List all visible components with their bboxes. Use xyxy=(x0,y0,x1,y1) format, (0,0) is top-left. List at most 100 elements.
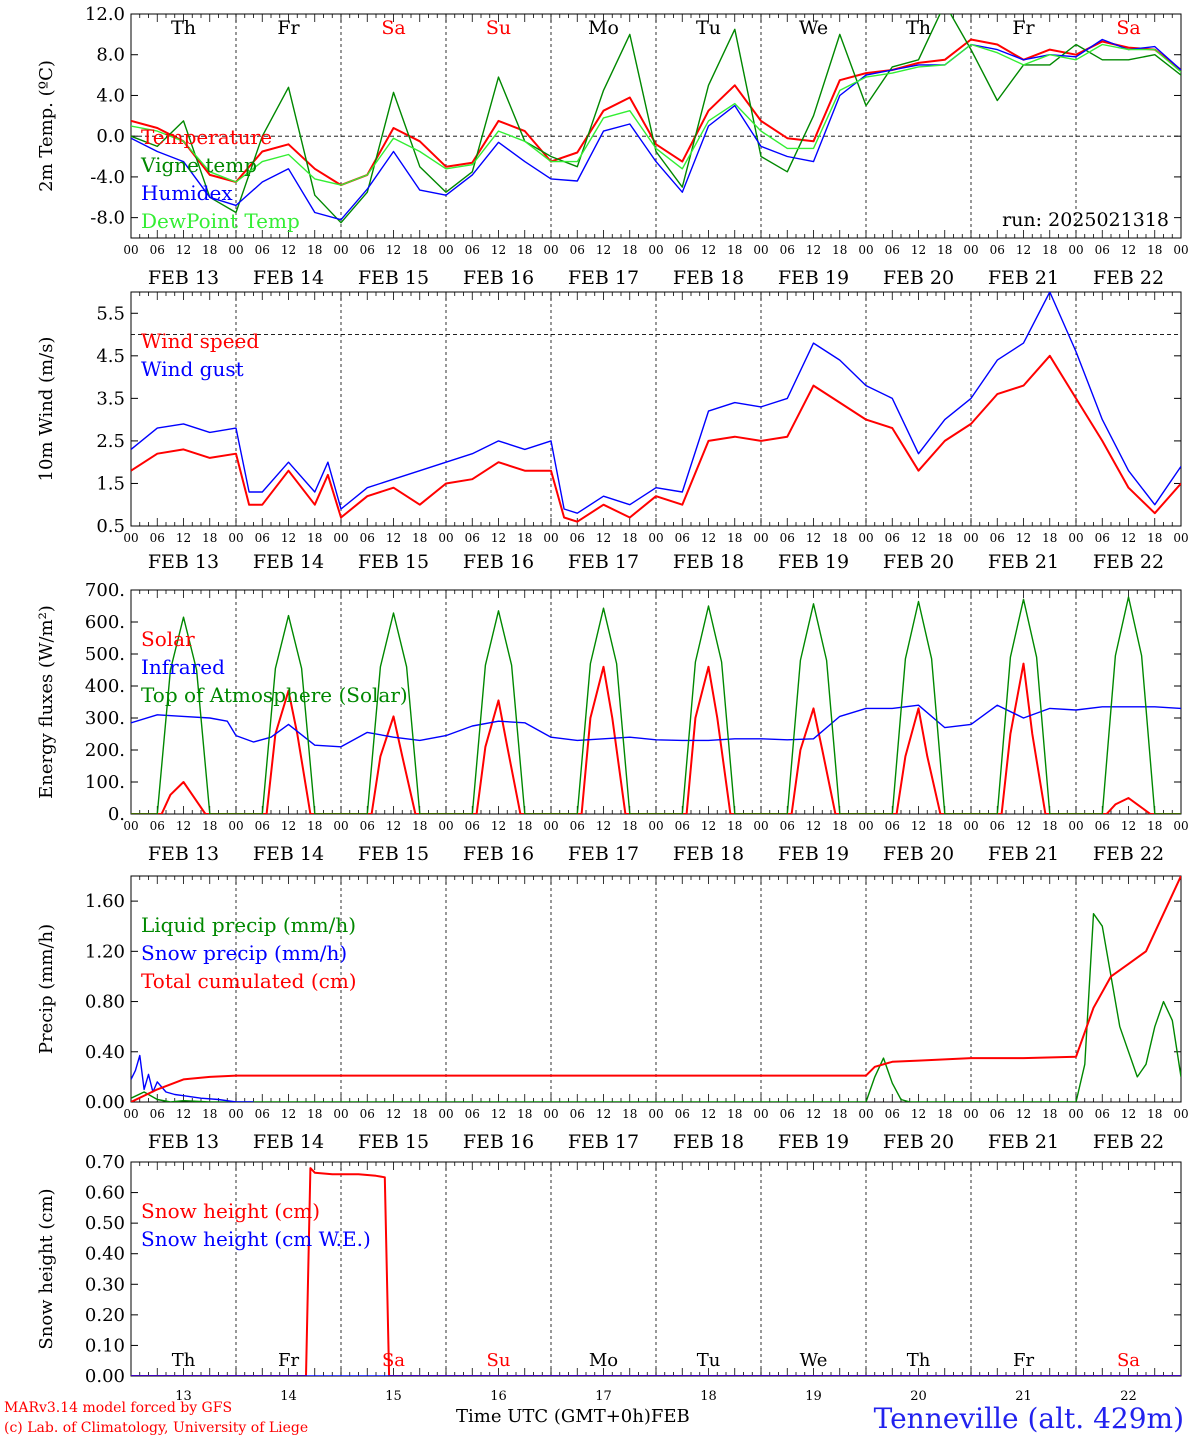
hour-tick-label: 06 xyxy=(990,819,1005,833)
hour-tick-label: 06 xyxy=(360,819,375,833)
hour-tick-label: 12 xyxy=(596,1107,611,1121)
hour-tick-label: 06 xyxy=(255,531,270,545)
hour-tick-label: 18 xyxy=(517,819,532,833)
panel-2: 0.5 1.5 2.5 3.5 4.5 5.5 10m Wind (m/s) 00 06 12 18… xyxy=(36,291,1189,573)
panel-1: -8.0 -4.0 0.0 4.0 8.0 12.0 2m Temp. (ºC) 00 06 12… xyxy=(36,4,1189,289)
hour-tick-label: 18 xyxy=(307,243,322,257)
hour-tick-label: 12 xyxy=(491,531,506,545)
hour-tick-label: 18 xyxy=(937,531,952,545)
hour-tick-label: 12 xyxy=(176,243,191,257)
day-of-week-label: Fr xyxy=(1012,17,1035,39)
hour-tick-label: 06 xyxy=(570,243,585,257)
hour-tick-label: 18 xyxy=(517,243,532,257)
hour-tick-label: 12 xyxy=(911,819,926,833)
y-tick-label: 0.80 xyxy=(85,992,125,1013)
date-label: FEB 18 xyxy=(673,843,744,865)
hour-tick-label: 12 xyxy=(911,531,926,545)
y-tick-label: 0.70 xyxy=(85,1152,125,1173)
hour-tick-label: 06 xyxy=(885,1107,900,1121)
legend-entry: Vigne temp xyxy=(140,153,257,177)
hour-tick-label: 06 xyxy=(255,819,270,833)
hour-tick-label: 00 xyxy=(1068,819,1083,833)
hour-tick-label: 00 xyxy=(333,819,348,833)
y-tick-label: 0.20 xyxy=(85,1305,125,1326)
y-tick-label: 0.00 xyxy=(85,1092,125,1113)
hour-tick-label: 06 xyxy=(780,1107,795,1121)
hour-tick-label: 18 xyxy=(727,243,742,257)
hour-tick-label: 06 xyxy=(465,243,480,257)
date-label: FEB 17 xyxy=(568,1131,639,1153)
y-tick-label: 700. xyxy=(85,580,125,601)
date-label: FEB 15 xyxy=(358,843,429,865)
hour-tick-label: 00 xyxy=(1173,531,1188,545)
time-axis-label: Time UTC (GMT+0h)FEB xyxy=(456,1406,690,1427)
hour-tick-label: 18 xyxy=(727,1107,742,1121)
hour-tick-label: 06 xyxy=(465,819,480,833)
day-of-week-label: Fr xyxy=(278,1350,299,1371)
hour-tick-label: 12 xyxy=(701,1107,716,1121)
plot-frame xyxy=(130,13,1182,239)
hour-tick-label: 18 xyxy=(832,1107,847,1121)
date-label: FEB 15 xyxy=(358,267,429,289)
y-tick-label: 0.5 xyxy=(96,516,125,537)
hour-tick-label: 06 xyxy=(255,243,270,257)
hour-tick-label: 06 xyxy=(570,1107,585,1121)
hour-tick-label: 18 xyxy=(727,819,742,833)
hour-tick-label: 18 xyxy=(937,1107,952,1121)
time-label: Time UTC (GMT+0h) xyxy=(456,1406,651,1427)
y-tick-label: 0.30 xyxy=(85,1274,125,1295)
series-group xyxy=(131,1167,1181,1376)
legend-entry: Wind speed xyxy=(141,329,259,353)
y-tick-label: 1.5 xyxy=(96,473,125,494)
date-label: FEB 22 xyxy=(1093,551,1164,573)
hour-tick-label: 06 xyxy=(885,531,900,545)
day-of-week-label: Sa xyxy=(1117,1350,1140,1371)
hour-tick-label: 18 xyxy=(1042,243,1057,257)
date-label: FEB 14 xyxy=(253,843,324,865)
hour-tick-label: 12 xyxy=(701,531,716,545)
date-label: FEB 18 xyxy=(673,1131,744,1153)
hour-tick-label: 06 xyxy=(255,1107,270,1121)
hour-tick-label: 12 xyxy=(176,1107,191,1121)
hour-tick-label: 18 xyxy=(937,819,952,833)
date-label: FEB 13 xyxy=(148,267,219,289)
y-axis-label: Precip (mm/h) xyxy=(36,924,57,1054)
y-tick-label: 0.60 xyxy=(85,1183,125,1204)
month-label: FEB xyxy=(650,1406,690,1427)
hour-tick-label: 18 xyxy=(202,243,217,257)
hour-tick-label: 12 xyxy=(1121,243,1136,257)
date-number-label: 22 xyxy=(1120,1389,1137,1404)
hour-tick-label: 12 xyxy=(491,819,506,833)
date-number-label: 13 xyxy=(175,1389,192,1404)
day-of-week-label: Th xyxy=(171,17,196,39)
hour-tick-label: 18 xyxy=(622,243,637,257)
hour-tick-label: 00 xyxy=(1068,1107,1083,1121)
hour-tick-label: 00 xyxy=(858,819,873,833)
hour-tick-label: 00 xyxy=(753,243,768,257)
day-of-week-label: Tu xyxy=(697,1350,721,1371)
date-label: FEB 20 xyxy=(883,1131,954,1153)
legend-entry: Solar xyxy=(141,627,195,651)
hour-tick-label: 12 xyxy=(701,243,716,257)
hour-tick-label: 12 xyxy=(386,531,401,545)
y-tick-label: 400. xyxy=(85,676,125,697)
hour-tick-label: 00 xyxy=(543,531,558,545)
legend-entry: Infrared xyxy=(141,655,225,679)
hour-tick-label: 00 xyxy=(438,243,453,257)
hour-tick-label: 06 xyxy=(1095,819,1110,833)
hour-tick-label: 00 xyxy=(648,1107,663,1121)
series-line xyxy=(131,43,1181,186)
hour-tick-label: 00 xyxy=(438,819,453,833)
hour-tick-label: 00 xyxy=(858,531,873,545)
panel-4: 0.00 0.40 0.80 1.20 1.60 Precip (mm/h) 00 06 12 1… xyxy=(36,875,1189,1153)
date-label: FEB 19 xyxy=(778,1131,849,1153)
date-label: FEB 14 xyxy=(253,551,324,573)
hour-tick-label: 06 xyxy=(465,531,480,545)
y-tick-label: 600. xyxy=(85,612,125,633)
y-tick-label: 300. xyxy=(85,708,125,729)
day-of-week-label: We xyxy=(800,1350,828,1371)
hour-tick-label: 06 xyxy=(675,1107,690,1121)
day-of-week-label: Tu xyxy=(696,17,721,39)
